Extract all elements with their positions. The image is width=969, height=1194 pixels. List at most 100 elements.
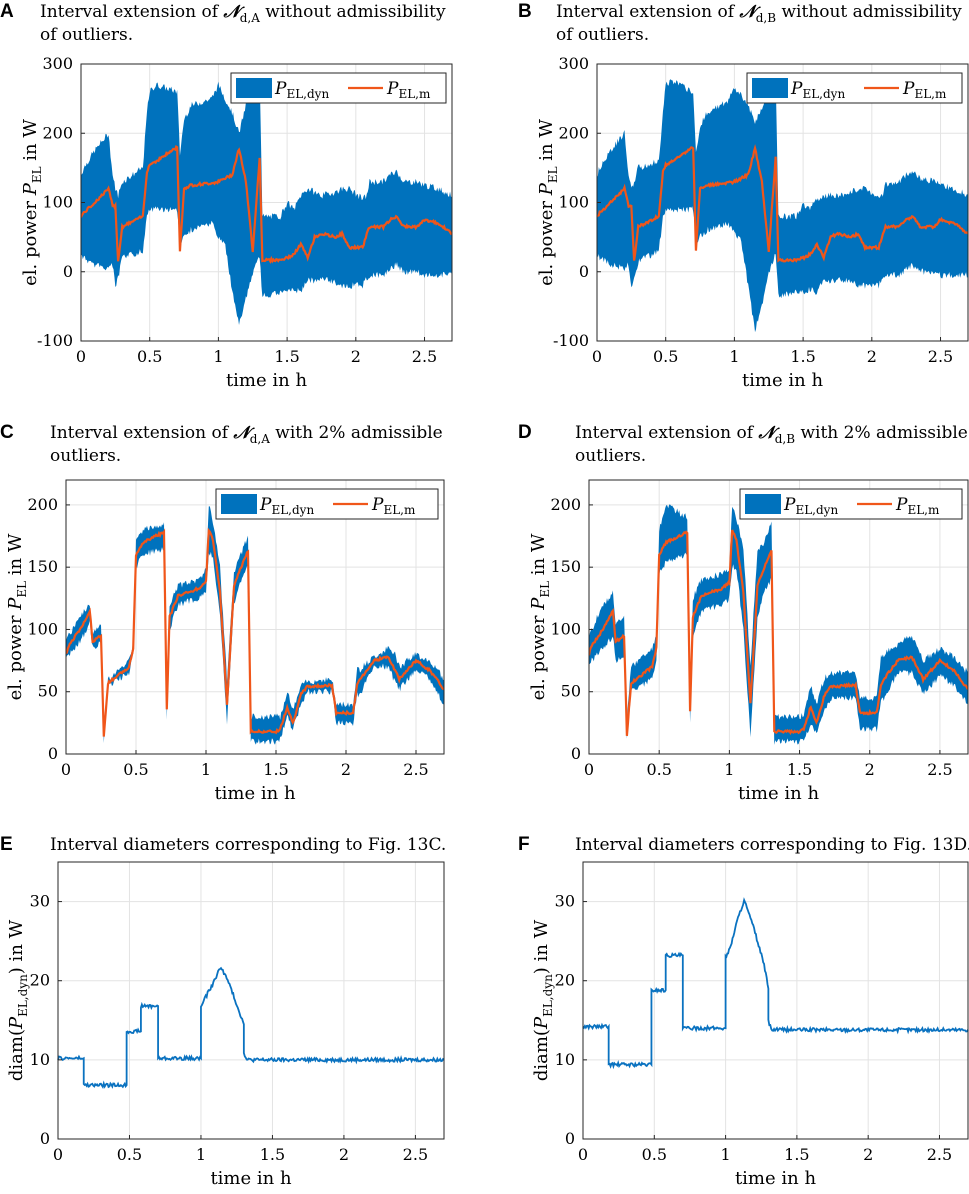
series-line-p-el-m	[597, 143, 968, 263]
tick-label-x: 2.5	[927, 1145, 952, 1164]
y-axis-label: diam(PEL,dyn) in W	[531, 919, 555, 1081]
tick-label-x: 0	[76, 347, 86, 366]
plot-frame	[65, 479, 445, 755]
tick-label-x: 2.5	[928, 347, 953, 366]
tick-label-y: 0	[63, 262, 73, 281]
tick-label-x: 1	[201, 760, 211, 779]
tick-label-x: 1	[720, 1145, 730, 1164]
title-text: Interval extension of	[575, 423, 758, 443]
title-subscript: d,B	[775, 432, 795, 446]
series-line-p-el-m	[66, 527, 444, 737]
tick-label-y: 300	[42, 54, 73, 73]
tick-label-y: 200	[550, 495, 581, 514]
legend-label-p-el-m: PEL,m	[386, 79, 431, 101]
title-text: with 2% admissible	[795, 423, 968, 443]
tick-label-y: 300	[558, 54, 589, 73]
tick-label-y: 50	[561, 682, 581, 701]
tick-label-x: 2	[341, 760, 351, 779]
tick-label-x: 1.5	[787, 760, 812, 779]
legend: PEL,dyn PEL,m	[230, 72, 447, 104]
y-label-symbol: P	[20, 182, 41, 196]
legend-subscript: EL,m	[914, 87, 947, 101]
title-text: Interval extension of	[556, 2, 739, 22]
panel-title: Interval extension of 𝒩d,A without admis…	[40, 2, 446, 25]
legend-swatch-band	[745, 494, 781, 514]
series-band-p-el-dyn	[589, 504, 968, 745]
series-line-p-el-m	[81, 144, 452, 264]
y-label-subscript: EL	[30, 166, 44, 183]
tick-label-x: 2	[351, 347, 361, 366]
tick-label-x: 0.5	[653, 347, 678, 366]
title-symbol: 𝒩	[232, 423, 255, 443]
title-subscript: d,B	[756, 11, 776, 25]
plot-frame	[57, 861, 445, 1140]
legend-swatch-band	[221, 494, 257, 514]
legend-symbol: P	[902, 79, 915, 99]
title-symbol: 𝒩	[738, 2, 761, 22]
tick-label-x: 1.5	[260, 1145, 285, 1164]
tick-label-y: -100	[553, 331, 589, 350]
legend-subscript: EL,dyn	[802, 87, 845, 101]
panel-letter: C	[0, 422, 14, 443]
legend-subscript: EL,m	[907, 503, 940, 517]
panel-title: Interval diameters corresponding to Fig.…	[575, 835, 969, 855]
title-text: with 2% admissible	[270, 423, 443, 443]
tick-label-y: 0	[579, 262, 589, 281]
y-label-subscript: EL,dyn	[541, 974, 555, 1017]
tick-label-y: -100	[37, 331, 73, 350]
legend-symbol: P	[783, 495, 796, 515]
panel-title-line2: of outliers.	[556, 25, 649, 45]
y-axis-label: el. power PEL in W	[528, 533, 552, 700]
tick-label-y: 100	[42, 193, 73, 212]
y-label-suffix: ) in W	[531, 919, 552, 974]
y-label-suffix: ) in W	[6, 919, 27, 974]
panel-letter: A	[0, 1, 14, 22]
y-label-suffix: in W	[20, 119, 41, 167]
tick-label-y: 10	[555, 1050, 575, 1069]
tick-label-x: 0.5	[137, 347, 162, 366]
y-label-subscript: EL	[546, 166, 560, 183]
y-axis-label: diam(PEL,dyn) in W	[6, 919, 30, 1081]
legend-symbol: P	[790, 79, 803, 99]
y-axis-label: el. power PEL in W	[5, 533, 29, 700]
tick-label-x: 1.5	[790, 347, 815, 366]
tick-label-y: 30	[555, 892, 575, 911]
panel-title-line2: outliers.	[575, 446, 646, 466]
panel-letter: B	[518, 1, 532, 22]
y-axis-label: el. power PEL in W	[20, 119, 44, 286]
series-band-p-el-dyn	[81, 72, 452, 326]
panel-title-line2: outliers.	[50, 446, 121, 466]
legend-symbol: P	[259, 495, 272, 515]
tick-label-x: 2.5	[403, 760, 428, 779]
tick-label-x: 1	[724, 760, 734, 779]
y-label-subscript: EL,dyn	[16, 974, 30, 1017]
panel-d: D Interval extension of 𝒩d,B with 2% admi…	[518, 422, 969, 804]
x-axis-label: time in h	[738, 783, 820, 804]
legend-subscript: EL,m	[383, 503, 416, 517]
tick-label-y: 0	[565, 1129, 575, 1148]
legend: PEL,dyn PEL,m	[746, 72, 963, 104]
tick-label-x: 0	[592, 347, 602, 366]
series-line-diam	[57, 966, 445, 1089]
tick-label-y: 150	[550, 557, 581, 576]
tick-label-x: 2	[865, 760, 875, 779]
tick-label-y: 200	[27, 495, 58, 514]
legend-swatch-band	[236, 78, 272, 98]
tick-label-y: 100	[558, 193, 589, 212]
title-text: without admissibility	[776, 2, 962, 22]
tick-label-y: 200	[42, 123, 73, 142]
tick-label-x: 1.5	[784, 1145, 809, 1164]
y-axis-label: el. power PEL in W	[536, 119, 560, 286]
tick-label-x: 0.5	[123, 760, 148, 779]
y-label-suffix: in W	[536, 119, 557, 167]
legend-label-p-el-m: PEL,m	[895, 495, 940, 517]
panel-letter: E	[0, 834, 13, 855]
legend-symbol: P	[274, 79, 287, 99]
legend-label-p-el-dyn: PEL,dyn	[783, 495, 838, 517]
panel-letter: D	[518, 422, 532, 443]
x-axis-label: time in h	[742, 370, 824, 391]
y-label-subscript: EL	[15, 581, 29, 598]
title-text: Interval extension of	[40, 2, 223, 22]
x-axis-label: time in h	[214, 783, 296, 804]
tick-label-x: 0.5	[117, 1145, 142, 1164]
